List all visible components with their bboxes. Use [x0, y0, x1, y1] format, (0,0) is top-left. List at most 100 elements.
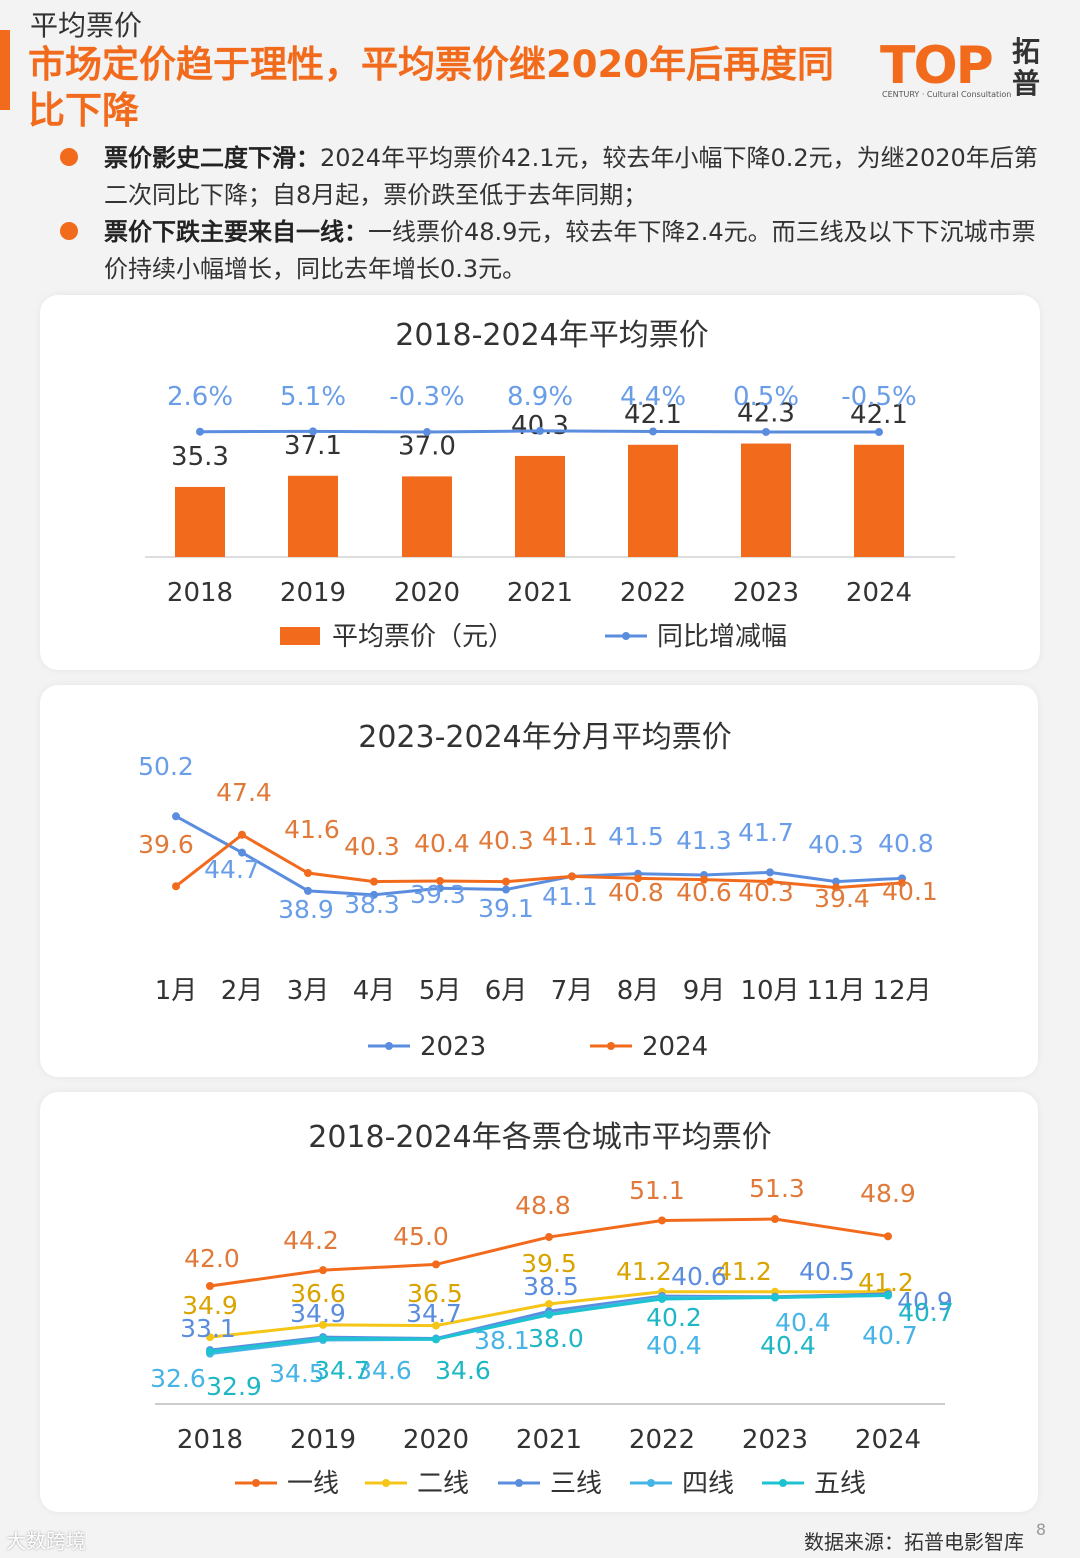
legend-bar-swatch [280, 627, 320, 645]
data-label-五线: 40.7 [898, 1298, 954, 1327]
accent-bar [0, 30, 10, 110]
x-tick-label: 9月 [683, 976, 726, 1006]
data-label-四线: 40.4 [775, 1308, 831, 1337]
series-point [319, 1334, 327, 1343]
yoy-value-label: 8.9% [507, 382, 573, 412]
chart-title: 2018-2024年各票仓城市平均票价 [308, 1120, 772, 1155]
legend-四线-marker [647, 1479, 655, 1487]
series-point [658, 1216, 666, 1225]
series-point [238, 830, 246, 839]
bullet-item: 票价下跌主要来自一线：一线票价48.9元，较去年下降2.4元。而三线及以下下沉城… [60, 214, 1050, 288]
data-label-一线: 44.2 [283, 1226, 339, 1255]
data-label-四线: 34.5 [269, 1359, 325, 1388]
yoy-value-label: -0.3% [389, 382, 464, 412]
series-point [502, 877, 510, 886]
chart-title: 2023-2024年分月平均票价 [358, 720, 732, 755]
summary-bullets: 票价影史二度下滑：2024年平均票价42.1元，较去年小幅下降0.2元，为继20… [60, 140, 1050, 288]
bar-value-label: 40.3 [511, 411, 569, 441]
data-label-2023: 44.7 [204, 855, 260, 884]
data-label-二线: 34.9 [182, 1291, 238, 1320]
bar-2020 [402, 476, 452, 557]
data-label-2023: 39.3 [410, 880, 466, 909]
yoy-point [536, 426, 544, 435]
yoy-value-label: -0.5% [841, 382, 916, 412]
yoy-value-label: 2.6% [167, 382, 233, 412]
series-point [172, 882, 180, 891]
legend-二线-marker [382, 1479, 390, 1487]
series-point [436, 884, 444, 893]
legend-2024-label: 2024 [642, 1032, 708, 1062]
data-label-2024: 40.8 [608, 878, 664, 907]
x-tick-label: 2018 [167, 578, 233, 608]
data-label-2024: 40.3 [478, 826, 534, 855]
data-label-2023: 38.3 [344, 890, 400, 919]
series-point [545, 1300, 553, 1308]
series-point [370, 877, 378, 886]
x-tick-label: 6月 [485, 976, 528, 1006]
data-source: 数据来源：拓普电影智库 [804, 1530, 1024, 1554]
data-label-五线: 34.7 [314, 1356, 370, 1385]
data-label-2023: 41.1 [542, 882, 598, 911]
bar-value-label: 37.0 [398, 431, 456, 461]
series-point [304, 869, 312, 878]
data-label-2024: 40.6 [676, 878, 732, 907]
data-label-2023: 41.7 [738, 818, 794, 847]
x-tick-label: 1月 [155, 976, 198, 1006]
data-label-二线: 41.2 [858, 1268, 914, 1297]
series-point [884, 1232, 892, 1241]
data-label-一线: 45.0 [393, 1222, 449, 1251]
data-label-四线: 38.1 [474, 1326, 530, 1355]
series-point [172, 812, 180, 821]
legend-二线-label: 二线 [417, 1469, 469, 1499]
series-line-2023 [175, 814, 903, 897]
bar-value-label: 42.1 [850, 400, 908, 430]
data-label-五线: 38.0 [528, 1324, 584, 1353]
x-tick-label: 5月 [419, 976, 462, 1006]
series-point [206, 1333, 214, 1342]
legend-2023-marker [385, 1042, 393, 1050]
x-tick-label: 2月 [221, 976, 264, 1006]
yoy-value-label: 4.4% [620, 382, 686, 412]
series-point [370, 890, 378, 899]
series-point [766, 868, 774, 877]
logo-name: 拓普 [1012, 35, 1041, 100]
x-tick-label: 4月 [353, 976, 396, 1006]
data-label-四线: 34.6 [356, 1356, 412, 1385]
bullet-text: 一线票价48.9元，较去年下降2.4元。而三线及以下下沉城市票价持续小幅增长，同… [104, 218, 1036, 283]
data-label-三线: 40.5 [799, 1257, 855, 1286]
yoy-point [196, 427, 204, 436]
series-point [766, 877, 774, 886]
yoy-point [423, 428, 431, 437]
data-label-五线: 40.4 [760, 1331, 816, 1360]
page-number: 8 [1035, 1520, 1046, 1539]
series-point [432, 1321, 440, 1330]
series-point [771, 1215, 779, 1224]
data-label-2023: 50.2 [138, 752, 194, 781]
data-label-四线: 40.4 [646, 1331, 702, 1360]
bar-value-label: 42.3 [737, 399, 795, 429]
x-tick-label: 2024 [855, 1425, 921, 1455]
legend-五线-marker [779, 1479, 787, 1487]
series-point [319, 1266, 327, 1275]
data-label-2024: 40.1 [882, 877, 938, 906]
yoy-value-label: 0.5% [733, 382, 799, 412]
data-label-二线: 36.6 [290, 1279, 346, 1308]
section-label: 平均票价 [30, 9, 143, 42]
legend-2024-marker [607, 1042, 615, 1050]
legend-四线-label: 四线 [682, 1469, 734, 1499]
watermark: 大数跨境 [6, 1529, 86, 1553]
series-point [658, 1294, 666, 1303]
data-label-三线: 34.9 [290, 1299, 346, 1328]
bar-2021 [515, 455, 565, 557]
data-label-三线: 40.9 [897, 1287, 953, 1316]
logo-subtitle: CENTURY · Cultural Consultation [882, 90, 1012, 99]
brand-logo: TOP 拓普 CENTURY · Cultural Consultation [880, 36, 1060, 106]
legend-一线-marker [252, 1479, 260, 1487]
monthly-price-chart: 2023-2024年分月平均票价 50.2 44.7 38.9 38.3 39.3 39.1… [138, 720, 938, 1062]
data-label-四线: 40.7 [862, 1321, 918, 1350]
data-label-三线: 38.5 [523, 1272, 579, 1301]
data-label-2024: 39.6 [138, 830, 194, 859]
bar-2018 [175, 486, 225, 557]
x-tick-label: 2023 [742, 1425, 808, 1455]
data-label-2024: 40.3 [738, 878, 794, 907]
